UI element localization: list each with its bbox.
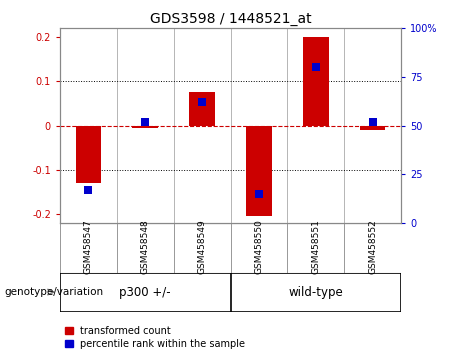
Text: wild-type: wild-type [289, 286, 343, 298]
Point [369, 119, 376, 125]
Text: GSM458547: GSM458547 [84, 219, 93, 274]
Bar [303, 37, 329, 126]
Bar [189, 92, 215, 126]
Bar [246, 126, 272, 216]
Bar [132, 126, 158, 128]
Text: GSM458552: GSM458552 [368, 219, 377, 274]
Bar [360, 126, 385, 130]
Point [198, 99, 206, 105]
Text: GSM458549: GSM458549 [198, 219, 207, 274]
Text: GSM458551: GSM458551 [311, 219, 320, 274]
Bar [76, 126, 101, 183]
Point [255, 191, 263, 197]
Point [85, 187, 92, 193]
Text: GSM458550: GSM458550 [254, 219, 263, 274]
Text: p300 +/-: p300 +/- [119, 286, 171, 298]
Title: GDS3598 / 1448521_at: GDS3598 / 1448521_at [150, 12, 311, 26]
Legend: transformed count, percentile rank within the sample: transformed count, percentile rank withi… [65, 326, 245, 349]
Text: genotype/variation: genotype/variation [5, 287, 104, 297]
Point [312, 64, 319, 70]
Point [142, 119, 149, 125]
Text: GSM458548: GSM458548 [141, 219, 150, 274]
